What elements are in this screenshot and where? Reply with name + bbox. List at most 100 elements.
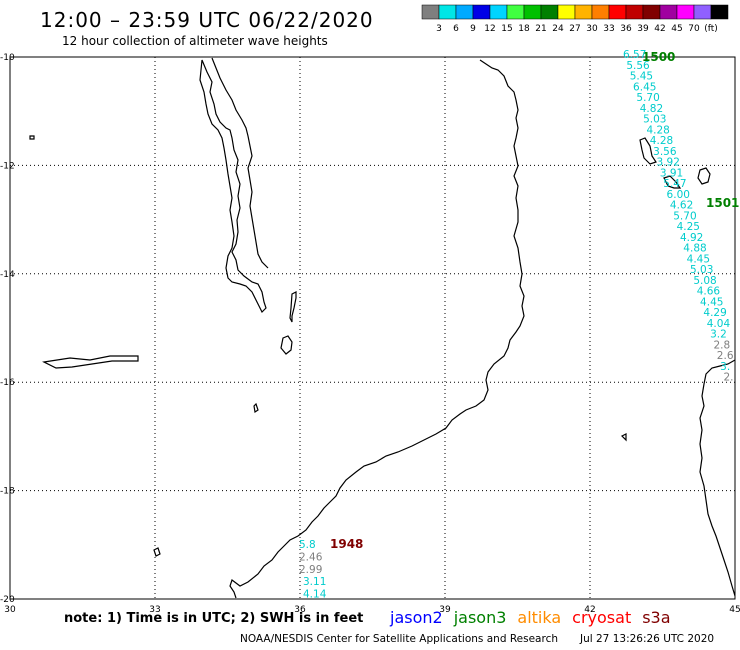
- swh-value: 5.03: [690, 264, 713, 276]
- swh-value: 4.66: [697, 286, 721, 298]
- map-subtitle: 12 hour collection of altimeter wave hei…: [62, 34, 328, 48]
- satellite-legend: jason2 jason3 altika cryosat s3a: [390, 608, 682, 627]
- swh-value: 5.45: [630, 71, 653, 83]
- colorbar-label: 9: [470, 24, 476, 34]
- legend-s3a: s3a: [642, 608, 671, 627]
- legend-jason3: jason3: [453, 608, 507, 627]
- colorbar-swatch: [659, 4, 678, 20]
- swh-value: 5.56: [626, 60, 650, 72]
- madagascar-coast: [699, 359, 736, 597]
- swh-value: 6.57: [623, 49, 646, 61]
- credit-line: NOAA/NESDIS Center for Satellite Applica…: [240, 633, 558, 645]
- x-axis-labels: 30 33 36 39 42 45: [4, 605, 740, 615]
- colorbar-label: 15: [501, 24, 512, 34]
- lake-malawi-outline: [199, 59, 267, 314]
- swh-value: 2.99: [299, 564, 322, 576]
- x-tick-label: 36: [294, 605, 306, 615]
- colorbar-label: 18: [518, 24, 530, 34]
- x-tick-label: 45: [729, 605, 740, 615]
- colorbar-label: 36: [620, 24, 632, 34]
- colorbar-label: 3: [436, 24, 442, 34]
- swh-value: 5.8: [299, 539, 316, 551]
- colorbar-swatch: [438, 4, 457, 20]
- swh-value: 6.45: [633, 81, 656, 93]
- pass-label-1501: 1501: [706, 196, 739, 210]
- colorbar-swatch: [523, 4, 542, 20]
- colorbar-swatch: [642, 4, 661, 20]
- footer-note: note: 1) Time is in UTC; 2) SWH is in fe…: [64, 611, 364, 626]
- swh-value: 4.45: [687, 253, 710, 265]
- x-tick-label: 30: [4, 605, 16, 615]
- colorbar-label: 70: [688, 24, 700, 34]
- x-tick-label: 42: [584, 605, 595, 615]
- islet-2: [253, 402, 259, 414]
- pass-label-1948: 1948: [330, 537, 363, 551]
- swh-value: 4.29: [703, 307, 726, 319]
- map-frame: [9, 56, 736, 600]
- lake-bangweulu-shore: [42, 355, 139, 369]
- y-tick-label: -20: [0, 595, 15, 605]
- swh-value: 6.00: [667, 189, 690, 201]
- y-axis-labels: -10 -12 -14 -16 -18 -20: [0, 53, 15, 605]
- swh-value: 3.91: [660, 167, 683, 179]
- map-title: 12:00 – 23:59 UTC 06/22/2020: [40, 8, 374, 32]
- islet-5: [620, 433, 627, 442]
- colorbar-label: 12: [484, 24, 495, 34]
- colorbar-label: 27: [569, 24, 580, 34]
- islet-1: [289, 291, 297, 323]
- comoros-island-3: [697, 167, 711, 185]
- grid: [10, 57, 735, 599]
- colorbar-swatch: [472, 4, 491, 20]
- colorbar-label: (ft): [704, 24, 718, 34]
- legend-cryosat: cryosat: [572, 608, 632, 627]
- swh-value: 5.08: [693, 275, 716, 287]
- colorbar-swatch: [506, 4, 525, 20]
- y-tick-label: -18: [0, 487, 15, 497]
- swh-value: 4.25: [677, 221, 700, 233]
- colorbar-swatch: [455, 4, 474, 20]
- swh-value: 4.28: [650, 135, 673, 147]
- legend-jason2: jason2: [390, 608, 443, 627]
- y-tick-label: -16: [0, 378, 15, 388]
- swh-value: 2.: [724, 372, 734, 384]
- colorbar-swatch: [591, 4, 610, 20]
- swh-value: 3.92: [657, 157, 680, 169]
- swh-value: 3.: [720, 361, 730, 373]
- legend-altika: altika: [517, 608, 562, 627]
- colorbar-swatch: [540, 4, 559, 20]
- y-tick-label: -12: [0, 161, 15, 171]
- colorbar-swatch: [557, 4, 576, 20]
- swh-value: 4.82: [640, 103, 663, 115]
- pass-label-1500: 1500: [642, 50, 675, 64]
- swh-value: 4.92: [680, 232, 703, 244]
- colorbar-label: 42: [654, 24, 665, 34]
- swh-value: 2.8: [713, 339, 730, 351]
- colorbar-swatch: [421, 4, 440, 20]
- lake-chilwa: [280, 335, 293, 355]
- x-tick-label: 33: [149, 605, 160, 615]
- swh-value: 4.04: [707, 318, 731, 330]
- swh-track-east: 6.575.565.456.455.704.825.034.284.283.56…: [623, 49, 734, 384]
- swh-value: 4.62: [670, 200, 693, 212]
- colorbar-label: 24: [552, 24, 564, 34]
- colorbar-swatch: [625, 4, 644, 20]
- colorbar-label: 6: [453, 24, 459, 34]
- swh-value: 3.11: [303, 576, 326, 588]
- colorbar-swatch: [574, 4, 593, 20]
- swh-value: 4.45: [700, 296, 723, 308]
- lake-malawi-east-shore: [211, 57, 269, 269]
- coastlines: [29, 57, 736, 599]
- colorbar-label: 30: [586, 24, 598, 34]
- timestamp: Jul 27 13:26:26 UTC 2020: [580, 633, 715, 645]
- islet-3: [29, 135, 35, 140]
- swh-value: 2.6: [717, 350, 734, 362]
- colorbar-label: 33: [603, 24, 614, 34]
- colorbar-swatch: [710, 4, 729, 20]
- swh-value: 2.46: [299, 551, 323, 563]
- swh-value: 5.70: [636, 92, 659, 104]
- swh-value: 4.14: [303, 589, 327, 601]
- comoros-island-2: [663, 175, 682, 189]
- swh-track-south: 5.82.462.993.114.14: [299, 539, 327, 601]
- colorbar-swatch: [489, 4, 508, 20]
